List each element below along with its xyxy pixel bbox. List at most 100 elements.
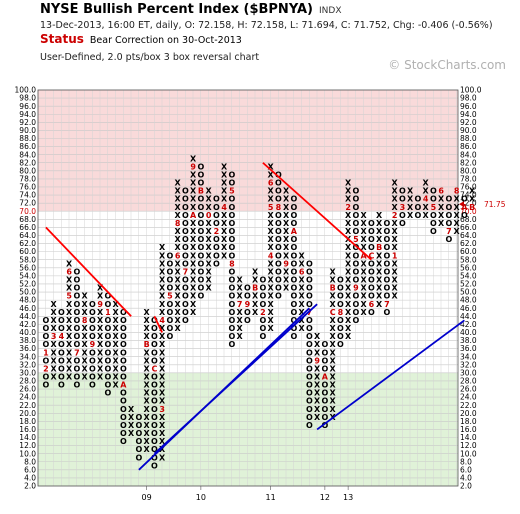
pf-o-box: O — [104, 389, 111, 398]
pf-x-box: X — [252, 308, 259, 317]
pf-x-box: X — [159, 348, 166, 357]
y-tick-left: 98.0 — [19, 94, 36, 103]
y-tick-right: 46.0 — [460, 304, 477, 313]
pf-x-box: X — [206, 284, 213, 293]
pf-o-box: O — [89, 316, 96, 325]
pf-o-box: O — [213, 195, 220, 204]
pf-o-box: O — [306, 324, 313, 333]
pf-o-box: O — [368, 267, 375, 276]
pf-x-box: X — [206, 219, 213, 228]
pf-o-box: O — [275, 284, 282, 293]
pf-x-box: X — [190, 267, 197, 276]
pf-x-box: X — [175, 211, 182, 220]
pf-o-box: O — [306, 292, 313, 301]
pf-x-box: X — [82, 308, 89, 317]
y-tick-right: 72.0 — [460, 199, 477, 208]
pf-o-box: O — [228, 251, 235, 260]
pf-o-box: O — [42, 372, 49, 381]
pf-month-mark: 5 — [229, 187, 235, 196]
pf-o-box: O — [383, 308, 390, 317]
pf-x-box: X — [206, 203, 213, 212]
pf-x-box: X — [345, 195, 352, 204]
y-tick-left: 58.0 — [19, 255, 36, 264]
pf-x-box: X — [51, 300, 58, 309]
pf-x-box: X — [206, 187, 213, 196]
pf-x-box: X — [144, 316, 151, 325]
pf-x-box: X — [82, 324, 89, 333]
y-tick-right: 38.0 — [460, 336, 477, 345]
pf-month-mark: 1 — [105, 308, 111, 317]
pf-o-box: O — [352, 187, 359, 196]
pf-month-mark: B — [252, 284, 258, 293]
pf-x-box: X — [268, 227, 275, 236]
pf-o-box: O — [399, 219, 406, 228]
pf-x-box: X — [51, 316, 58, 325]
pf-o-box: O — [151, 445, 158, 454]
y-tick-right: 68.0 — [460, 215, 477, 224]
y-tick-right: 90.0 — [460, 126, 477, 135]
pf-o-box: O — [306, 356, 313, 365]
x-tick-label: 09 — [142, 493, 152, 502]
pf-o-box: O — [290, 284, 297, 293]
pf-x-box: X — [66, 308, 73, 317]
pf-o-box: O — [120, 372, 127, 381]
pf-x-box: X — [175, 284, 182, 293]
pf-x-box: X — [82, 356, 89, 365]
pf-x-box: X — [330, 267, 337, 276]
pf-o-box: O — [104, 316, 111, 325]
pf-month-mark: 5 — [268, 203, 274, 212]
pf-o-box: O — [352, 308, 359, 317]
pf-o-box: O — [321, 381, 328, 390]
pf-o-box: O — [244, 284, 251, 293]
pf-x-box: X — [345, 227, 352, 236]
pf-x-box: X — [392, 195, 399, 204]
pf-x-box: X — [283, 195, 290, 204]
pf-x-box: X — [345, 187, 352, 196]
pf-x-box: X — [392, 292, 399, 301]
pf-x-box: X — [268, 308, 275, 317]
pf-month-mark: 6 — [66, 267, 72, 276]
pf-o-box: O — [228, 203, 235, 212]
pf-o-box: O — [151, 461, 158, 470]
pf-x-box: X — [144, 397, 151, 406]
y-tick-right: 56.0 — [460, 263, 477, 272]
y-tick-right: 20.0 — [460, 409, 477, 418]
pf-o-box: O — [414, 203, 421, 212]
pf-x-box: X — [159, 421, 166, 430]
pf-o-box: O — [73, 316, 80, 325]
y-tick-left: 94.0 — [19, 110, 36, 119]
pf-o-box: O — [368, 259, 375, 268]
y-tick-left: 54.0 — [19, 271, 36, 280]
pf-o-box: O — [228, 235, 235, 244]
pf-x-box: X — [190, 179, 197, 188]
pf-x-box: X — [221, 179, 228, 188]
y-tick-right: 94.0 — [460, 110, 477, 119]
pf-month-mark: B — [198, 187, 204, 196]
pf-o-box: O — [89, 372, 96, 381]
y-tick-left: 92.0 — [19, 118, 36, 127]
y-tick-right: 80.0 — [460, 166, 477, 175]
pf-x-box: X — [268, 243, 275, 252]
pf-x-box: X — [144, 413, 151, 422]
pf-month-mark: 6 — [438, 187, 444, 196]
pf-month-mark: 2 — [214, 227, 220, 236]
pf-o-box: O — [228, 227, 235, 236]
pf-o-box: O — [120, 340, 127, 349]
pf-x-box: X — [283, 284, 290, 293]
pf-x-box: X — [159, 445, 166, 454]
pf-month-mark: 8 — [175, 219, 181, 228]
y-tick-left: 44.0 — [19, 312, 36, 321]
pf-o-box: O — [290, 211, 297, 220]
pf-o-box: O — [42, 332, 49, 341]
y-tick-left: 28.0 — [19, 377, 36, 386]
pf-x-box: X — [252, 292, 259, 301]
pf-x-box: X — [454, 203, 461, 212]
pf-o-box: O — [73, 267, 80, 276]
pf-o-box: O — [337, 316, 344, 325]
pf-month-mark: 9 — [283, 259, 289, 268]
y-tick-left: 30.0 — [19, 368, 36, 377]
pf-o-box: O — [368, 284, 375, 293]
pf-x-box: X — [283, 227, 290, 236]
pf-o-box: O — [58, 381, 65, 390]
